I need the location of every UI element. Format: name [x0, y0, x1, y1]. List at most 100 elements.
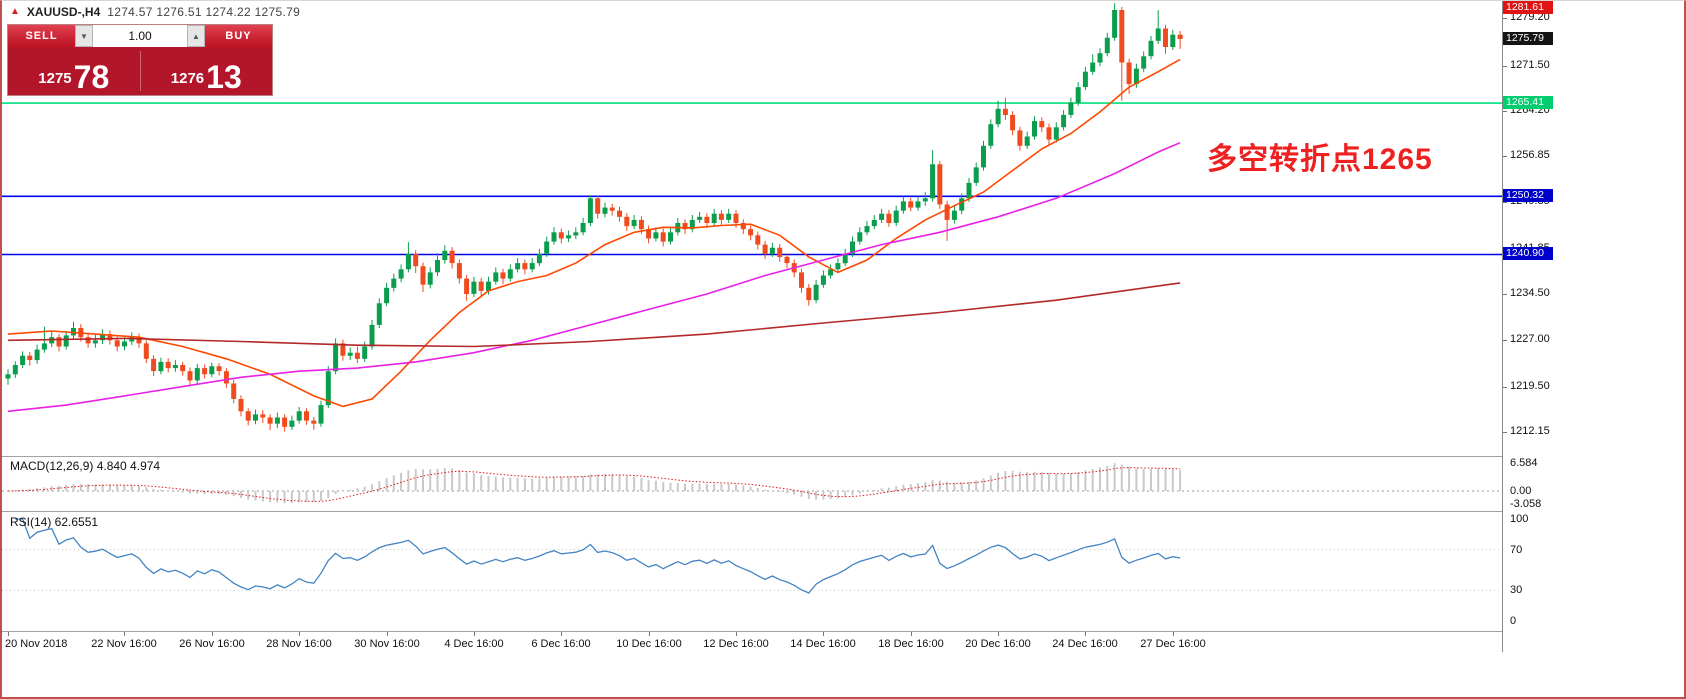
candle-body — [1155, 28, 1161, 41]
candle-body — [1126, 62, 1132, 85]
volume-decrease-button[interactable]: ▼ — [75, 25, 93, 47]
candle-body — [420, 266, 426, 285]
price-tick-mark — [1503, 111, 1507, 112]
ask-price-pips: 13 — [206, 59, 242, 95]
time-tick: 30 Nov 16:00 — [354, 638, 420, 650]
candle-body — [231, 383, 237, 399]
candle-body — [1075, 87, 1081, 103]
symbol-title: XAUUSD-,H4 — [26, 5, 101, 19]
candle-body — [1061, 114, 1067, 128]
candle-body — [813, 284, 819, 301]
macd-indicator-chart[interactable] — [2, 457, 1502, 511]
ask-price-main: 1276 — [170, 70, 205, 87]
separator-macd-rsi[interactable] — [2, 511, 1684, 512]
candle-body — [857, 232, 863, 242]
candle-body — [27, 355, 33, 360]
candle-body — [711, 213, 717, 223]
mt4-logo-icon: ▲ — [10, 6, 20, 17]
candle-body — [333, 343, 339, 372]
candle-body — [260, 414, 266, 418]
candle-body — [165, 361, 171, 369]
candle-body — [384, 287, 390, 304]
candle-body — [886, 213, 892, 223]
candle-body — [398, 269, 404, 279]
separator-main-macd[interactable] — [2, 456, 1684, 457]
candle-body — [595, 198, 601, 214]
time-axis[interactable]: 20 Nov 2018 22 Nov 16:00 26 Nov 16:00 28 No… — [2, 632, 1684, 658]
candle-body — [172, 365, 178, 369]
time-tick: 4 Dec 16:00 — [444, 638, 504, 650]
price-badge-1281.61: 1281.61 — [1503, 1, 1553, 14]
time-tick-mark — [1085, 632, 1086, 636]
price-chart[interactable] — [2, 1, 1502, 456]
time-tick-mark — [299, 632, 300, 636]
rsi-scale-tick: 70 — [1510, 544, 1523, 556]
time-tick: 28 Nov 16:00 — [266, 638, 332, 650]
candle-body — [1017, 130, 1023, 146]
macd-scale-tick: 0.00 — [1510, 485, 1532, 497]
volume-increase-button[interactable]: ▲ — [187, 25, 205, 47]
candle-body — [930, 164, 936, 199]
candle-body — [187, 371, 193, 381]
price-tick-mark — [1503, 432, 1507, 433]
price-badge-1240.90: 1240.90 — [1503, 247, 1553, 260]
candle-body — [988, 124, 994, 146]
price-tick-mark — [1503, 340, 1507, 341]
time-tick-mark — [736, 632, 737, 636]
candle-body — [959, 198, 965, 211]
candle-body — [34, 349, 40, 361]
symbol-info-bar: ▲ XAUUSD-,H4 1274.57 1276.51 1274.22 127… — [10, 4, 300, 20]
time-tick-mark — [823, 632, 824, 636]
candle-body — [143, 343, 149, 359]
candle-body — [1090, 62, 1096, 72]
price-tick: 1219.50 — [1510, 380, 1550, 392]
time-tick-mark — [1173, 632, 1174, 636]
candle-body — [806, 287, 812, 301]
time-tick-mark — [387, 632, 388, 636]
candle-body — [100, 334, 106, 341]
time-tick: 22 Nov 16:00 — [91, 638, 157, 650]
candle-body — [151, 358, 157, 372]
bid-price-main: 1275 — [38, 70, 72, 87]
time-tick: 18 Dec 16:00 — [878, 638, 944, 650]
candle-body — [653, 232, 659, 239]
candle-body — [733, 213, 739, 223]
candle-body — [762, 244, 768, 254]
buy-button[interactable]: BUY — [205, 25, 272, 47]
price-tick-mark — [1503, 156, 1507, 157]
candle-body — [114, 340, 120, 347]
price-axis[interactable]: 1279.201271.501264.201256.851249.351241.… — [1502, 1, 1684, 652]
candle-body — [354, 352, 360, 359]
candle-body — [820, 275, 826, 285]
rsi-indicator-chart[interactable] — [2, 512, 1502, 631]
candle-body — [311, 420, 317, 424]
time-tick: 6 Dec 16:00 — [531, 638, 591, 650]
candle-body — [471, 281, 477, 294]
candle-body — [1112, 10, 1118, 38]
candle-body — [1082, 71, 1088, 88]
candle-body — [223, 371, 229, 384]
volume-input[interactable] — [93, 25, 187, 47]
candle-body — [842, 253, 848, 264]
price-tick: 1227.00 — [1510, 333, 1550, 345]
candle-body — [442, 250, 448, 261]
candle-body — [544, 241, 550, 254]
sell-button[interactable]: SELL — [8, 25, 75, 47]
candle-body — [915, 201, 921, 208]
price-divider — [139, 51, 141, 91]
time-tick: 14 Dec 16:00 — [790, 638, 856, 650]
candle-body — [107, 334, 113, 341]
price-badge-1265.41: 1265.41 — [1503, 96, 1553, 109]
candle-body — [536, 253, 542, 264]
candle-body — [20, 355, 26, 365]
candle-body — [922, 198, 928, 202]
candle-body — [981, 145, 986, 168]
candle-body — [136, 337, 142, 344]
candle-body — [456, 263, 462, 279]
candle-body — [122, 341, 127, 347]
candle-body — [828, 269, 834, 276]
candle-body — [835, 263, 841, 270]
candle-body — [493, 272, 499, 282]
price-badge-1275.79: 1275.79 — [1503, 32, 1553, 45]
